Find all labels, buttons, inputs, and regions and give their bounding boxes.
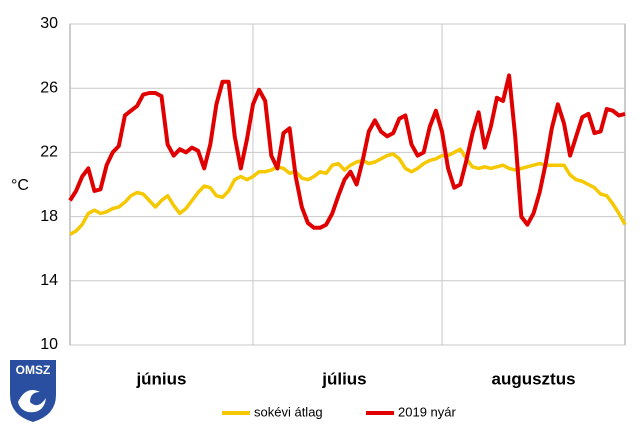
logo-text: OMSZ xyxy=(16,363,51,377)
series-line xyxy=(69,147,627,236)
legend-label: sokévi átlag xyxy=(254,404,323,419)
y-tick-label: 30 xyxy=(40,15,58,32)
plot-area xyxy=(69,23,626,346)
logo: OMSZ xyxy=(10,360,56,422)
logo-wave xyxy=(18,389,46,413)
y-tick-label: 14 xyxy=(40,272,58,289)
x-tick-label: augusztus xyxy=(491,369,575,388)
y-tick-label: 22 xyxy=(40,144,58,161)
legend-label: 2019 nyár xyxy=(398,404,456,419)
y-axis-label: °C xyxy=(11,177,29,194)
y-tick-label: 26 xyxy=(40,79,58,96)
y-tick-label: 18 xyxy=(40,208,58,225)
x-tick-label: július xyxy=(321,369,366,388)
x-tick-label: június xyxy=(135,369,186,388)
series-line xyxy=(68,73,626,230)
y-tick-label: 10 xyxy=(40,336,58,353)
